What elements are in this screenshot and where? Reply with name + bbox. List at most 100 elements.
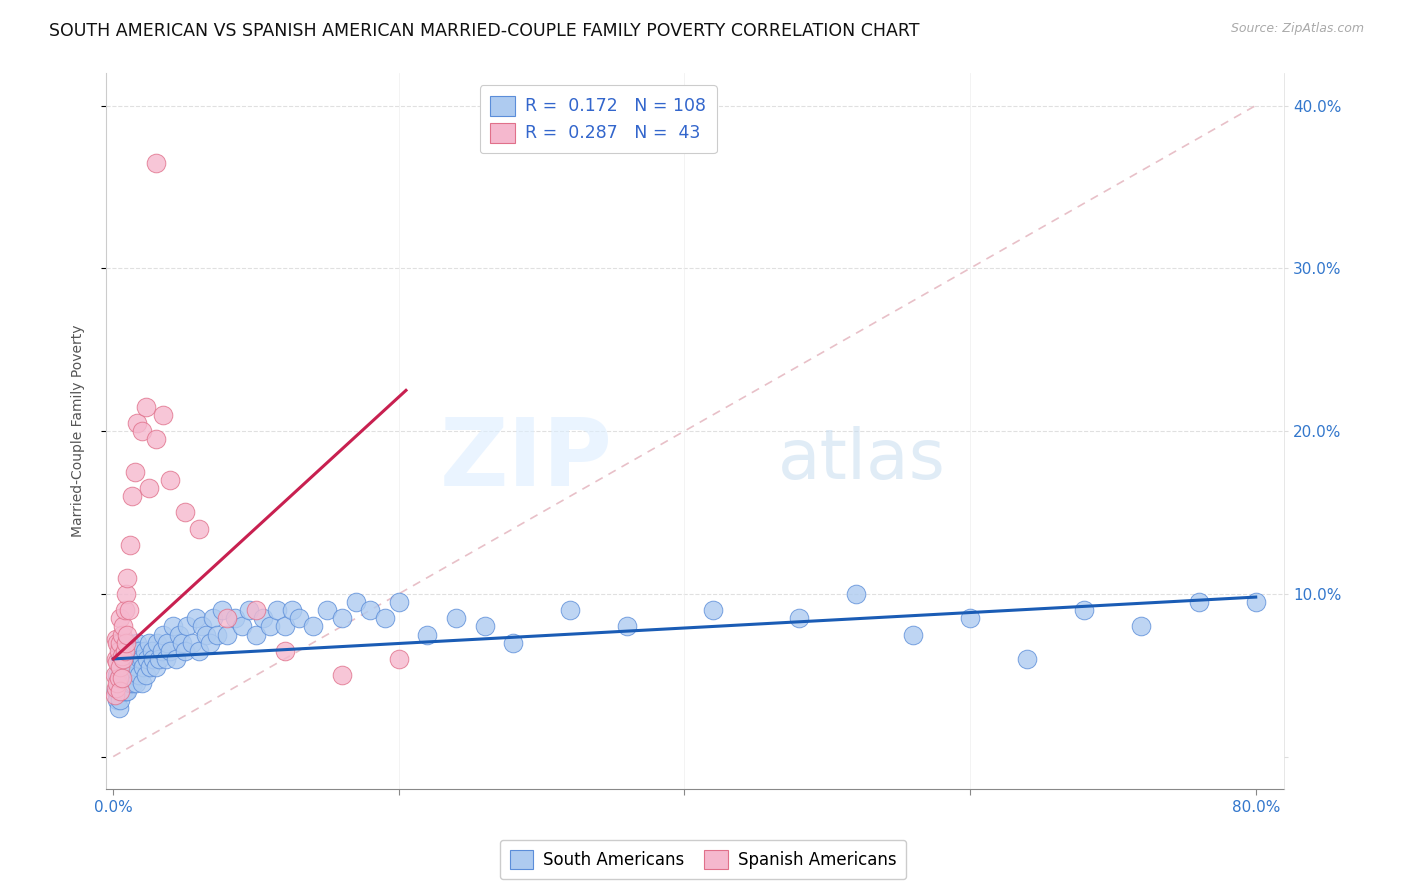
Point	[159, 473, 181, 487]
Point	[170, 635, 193, 649]
Point	[176, 619, 198, 633]
Point	[105, 684, 128, 698]
Point	[330, 611, 353, 625]
Point	[110, 684, 132, 698]
Point	[136, 652, 159, 666]
Point	[238, 603, 260, 617]
Point	[121, 489, 143, 503]
Point	[120, 676, 142, 690]
Point	[245, 603, 267, 617]
Point	[273, 619, 295, 633]
Legend: R =  0.172   N = 108, R =  0.287   N =  43: R = 0.172 N = 108, R = 0.287 N = 43	[479, 86, 717, 153]
Point	[145, 432, 167, 446]
Point	[184, 611, 207, 625]
Point	[125, 652, 148, 666]
Point	[444, 611, 467, 625]
Point	[114, 676, 136, 690]
Point	[138, 635, 160, 649]
Text: ZIP: ZIP	[440, 414, 613, 506]
Point	[388, 652, 411, 666]
Point	[105, 632, 128, 647]
Point	[217, 611, 239, 625]
Point	[108, 700, 131, 714]
Point	[110, 635, 132, 649]
Text: atlas: atlas	[778, 426, 945, 493]
Point	[115, 587, 138, 601]
Point	[104, 688, 127, 702]
Point	[159, 644, 181, 658]
Point	[202, 611, 225, 625]
Point	[115, 635, 138, 649]
Point	[502, 635, 524, 649]
Point	[125, 676, 148, 690]
Point	[120, 652, 142, 666]
Point	[120, 538, 142, 552]
Point	[131, 676, 153, 690]
Legend: South Americans, Spanish Americans: South Americans, Spanish Americans	[499, 840, 907, 880]
Point	[112, 635, 135, 649]
Point	[224, 611, 246, 625]
Point	[195, 627, 218, 641]
Point	[146, 635, 169, 649]
Point	[162, 619, 184, 633]
Point	[128, 644, 150, 658]
Point	[266, 603, 288, 617]
Point	[107, 692, 129, 706]
Point	[115, 684, 138, 698]
Point	[148, 652, 170, 666]
Point	[112, 619, 135, 633]
Point	[142, 652, 165, 666]
Text: SOUTH AMERICAN VS SPANISH AMERICAN MARRIED-COUPLE FAMILY POVERTY CORRELATION CHA: SOUTH AMERICAN VS SPANISH AMERICAN MARRI…	[49, 22, 920, 40]
Point	[107, 655, 129, 669]
Point	[152, 627, 174, 641]
Point	[118, 668, 141, 682]
Point	[128, 668, 150, 682]
Point	[138, 481, 160, 495]
Point	[702, 603, 724, 617]
Point	[316, 603, 339, 617]
Point	[118, 635, 141, 649]
Point	[217, 627, 239, 641]
Point	[124, 644, 146, 658]
Point	[207, 627, 229, 641]
Point	[616, 619, 638, 633]
Point	[288, 611, 311, 625]
Point	[165, 652, 187, 666]
Point	[107, 668, 129, 682]
Point	[245, 627, 267, 641]
Point	[111, 627, 134, 641]
Point	[105, 681, 128, 696]
Point	[187, 522, 209, 536]
Point	[173, 505, 195, 519]
Point	[121, 668, 143, 682]
Point	[173, 644, 195, 658]
Point	[150, 644, 173, 658]
Point	[560, 603, 582, 617]
Point	[180, 635, 202, 649]
Point	[359, 603, 381, 617]
Point	[959, 611, 981, 625]
Point	[156, 635, 179, 649]
Point	[1017, 652, 1039, 666]
Point	[122, 652, 145, 666]
Point	[122, 676, 145, 690]
Point	[132, 660, 155, 674]
Point	[127, 416, 149, 430]
Point	[108, 676, 131, 690]
Point	[190, 619, 212, 633]
Point	[112, 652, 135, 666]
Point	[231, 619, 253, 633]
Point	[344, 595, 367, 609]
Point	[167, 627, 190, 641]
Point	[112, 660, 135, 674]
Point	[124, 668, 146, 682]
Point	[273, 644, 295, 658]
Point	[114, 644, 136, 658]
Point	[117, 570, 139, 584]
Point	[110, 692, 132, 706]
Point	[108, 644, 131, 658]
Point	[114, 603, 136, 617]
Point	[374, 611, 396, 625]
Point	[107, 635, 129, 649]
Point	[1130, 619, 1153, 633]
